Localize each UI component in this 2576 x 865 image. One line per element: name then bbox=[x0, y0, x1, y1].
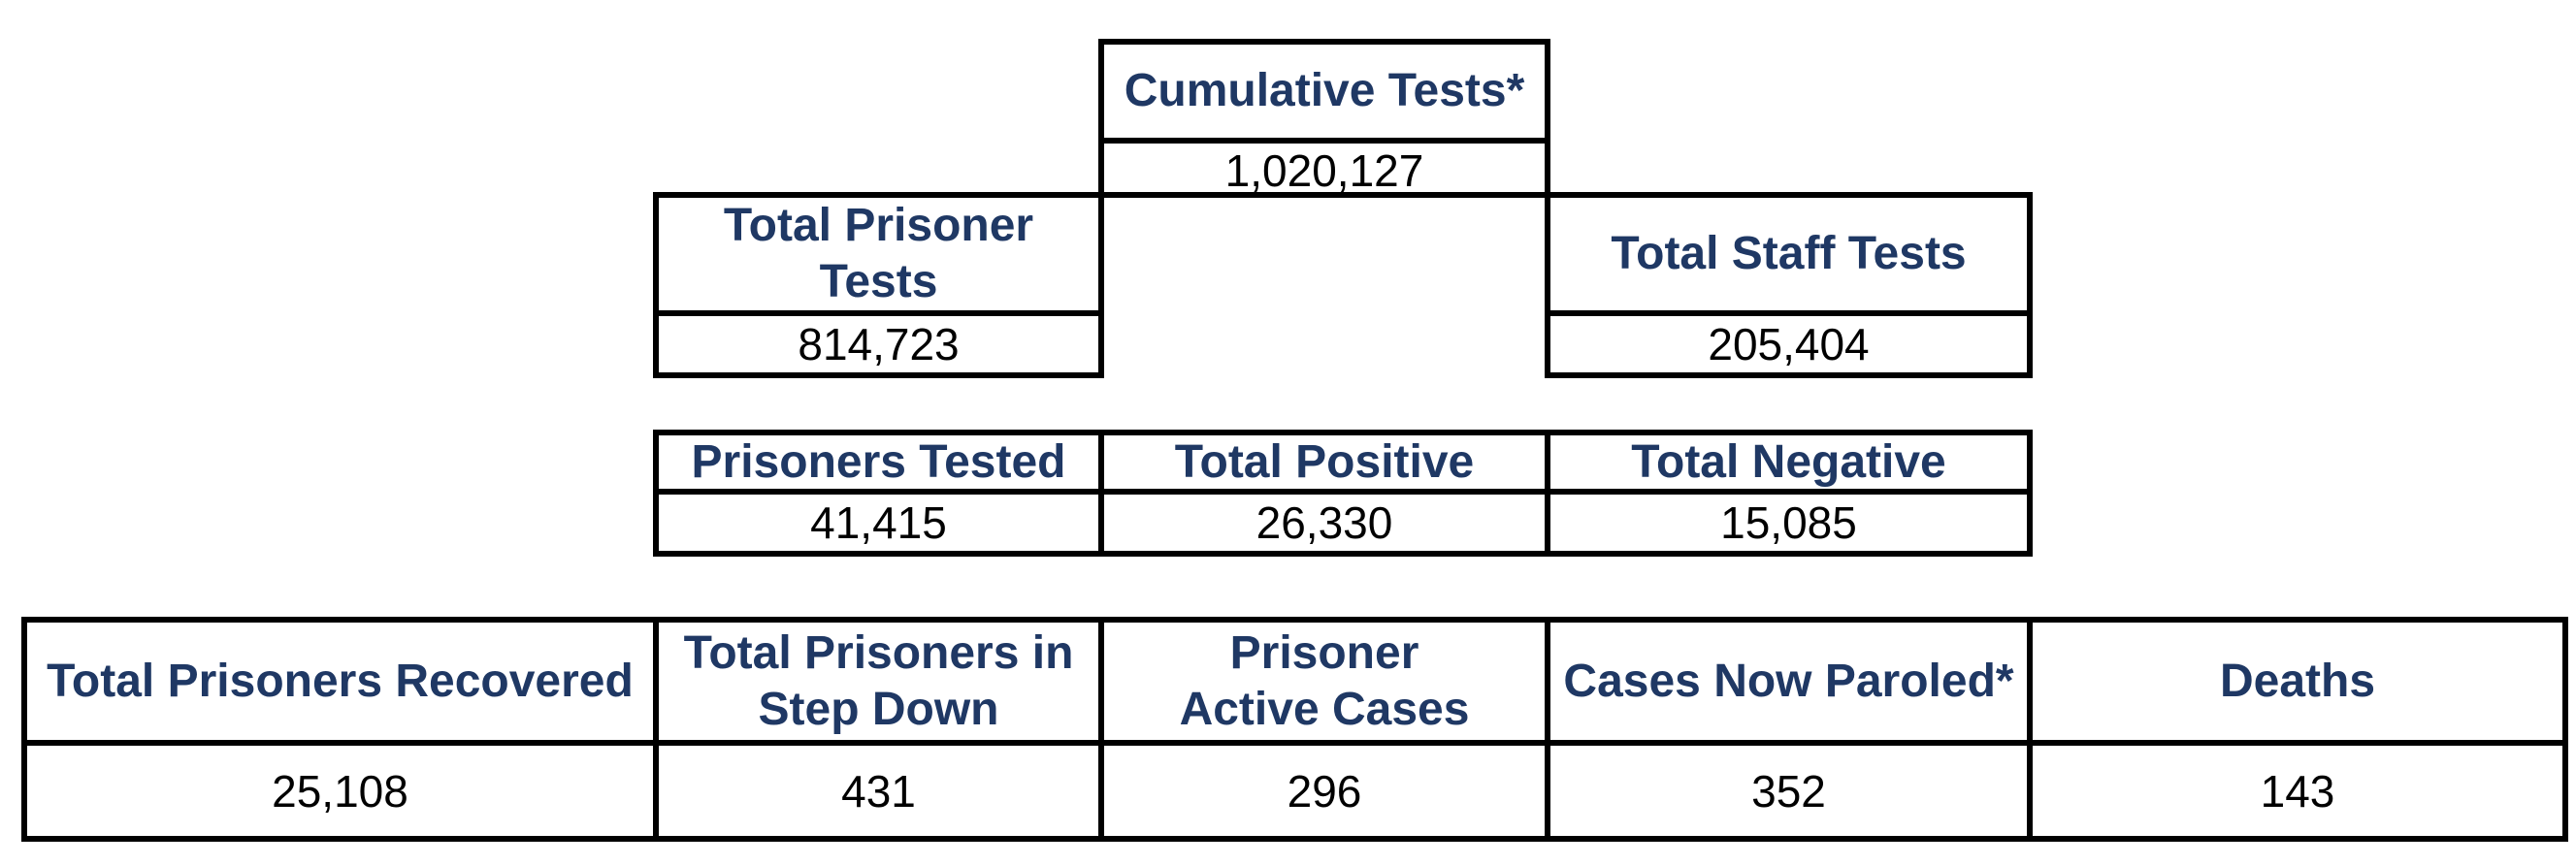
tested-results-col-sep-1 bbox=[1098, 430, 1104, 557]
staff-tests-value: 205,404 bbox=[1708, 319, 1870, 369]
status-col-sep-4 bbox=[2027, 617, 2033, 842]
status-col-sep-2 bbox=[1098, 617, 1104, 842]
status-table-divider bbox=[21, 740, 2568, 746]
tested-results-divider bbox=[653, 489, 2033, 495]
total-prisoners-recovered-label: Total Prisoners Recovered bbox=[47, 655, 634, 707]
status-table bbox=[21, 617, 2568, 842]
cumulative-tests-value: 1,020,127 bbox=[1224, 145, 1424, 196]
status-col-sep-3 bbox=[1545, 617, 1550, 842]
total-negative-label: Total Negative bbox=[1631, 435, 1946, 488]
deaths-value: 143 bbox=[2260, 765, 2335, 817]
deaths-label: Deaths bbox=[2219, 655, 2376, 707]
prisoner-tests-label: Total Prisoner Tests bbox=[723, 200, 1034, 307]
cases-now-paroled-value: 352 bbox=[1751, 765, 1826, 817]
prisoners-tested-value: 41,415 bbox=[810, 497, 947, 548]
staff-tests-box bbox=[1545, 192, 2033, 378]
total-negative-value: 15,085 bbox=[1720, 497, 1857, 548]
status-col-sep-1 bbox=[653, 617, 659, 842]
prisoners-tested-label: Prisoners Tested bbox=[691, 435, 1066, 488]
total-prisoners-recovered-value: 25,108 bbox=[272, 765, 408, 817]
staff-tests-label: Total Staff Tests bbox=[1611, 228, 1967, 280]
total-positive-label: Total Positive bbox=[1174, 435, 1475, 488]
cumulative-tests-box bbox=[1098, 39, 1550, 198]
prisoner-tests-box bbox=[653, 192, 1104, 378]
total-prisoners-step-down-label: Total Prisoners in Step Down bbox=[683, 626, 1074, 735]
cumulative-tests-label: Cumulative Tests* bbox=[1124, 65, 1525, 117]
cumulative-tests-divider bbox=[1098, 138, 1550, 144]
prisoner-active-cases-value: 296 bbox=[1287, 765, 1362, 817]
total-positive-value: 26,330 bbox=[1255, 497, 1393, 548]
prisoner-tests-value: 814,723 bbox=[798, 319, 960, 369]
prisoner-tests-divider bbox=[653, 310, 1104, 316]
total-prisoners-step-down-value: 431 bbox=[841, 765, 916, 817]
tested-results-col-sep-2 bbox=[1545, 430, 1550, 557]
prisoner-active-cases-label: Prisoner Active Cases bbox=[1179, 626, 1470, 735]
staff-tests-divider bbox=[1545, 310, 2033, 316]
cases-now-paroled-label: Cases Now Paroled* bbox=[1563, 655, 2014, 707]
